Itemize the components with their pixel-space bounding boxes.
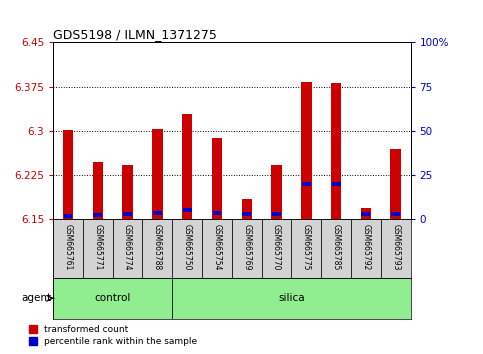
Bar — [271, 165, 282, 219]
Bar — [361, 208, 371, 219]
Text: GSM665769: GSM665769 — [242, 224, 251, 271]
Bar — [331, 82, 341, 219]
Bar — [232, 219, 262, 278]
Bar — [390, 149, 401, 219]
Legend: transformed count, percentile rank within the sample: transformed count, percentile rank withi… — [28, 325, 197, 346]
Bar — [213, 211, 221, 216]
Bar — [332, 182, 341, 186]
Bar — [183, 207, 192, 212]
Bar — [83, 219, 113, 278]
Bar — [291, 219, 321, 278]
Bar — [53, 219, 83, 278]
Bar — [351, 219, 381, 278]
Text: agent: agent — [22, 293, 52, 303]
Bar — [142, 219, 172, 278]
Bar — [262, 219, 291, 278]
Text: GDS5198 / ILMN_1371275: GDS5198 / ILMN_1371275 — [53, 28, 217, 41]
Text: GSM665788: GSM665788 — [153, 224, 162, 270]
Bar — [302, 182, 311, 186]
Bar — [153, 211, 162, 216]
Bar — [202, 219, 232, 278]
Bar — [53, 278, 172, 319]
Bar — [172, 219, 202, 278]
Bar — [212, 138, 222, 219]
Text: GSM665754: GSM665754 — [213, 224, 221, 271]
Bar — [64, 214, 72, 218]
Bar — [391, 212, 400, 216]
Bar — [172, 278, 411, 319]
Text: GSM665785: GSM665785 — [332, 224, 341, 270]
Bar — [272, 212, 281, 216]
Bar — [152, 129, 163, 219]
Bar — [242, 212, 251, 216]
Bar — [113, 219, 142, 278]
Text: GSM665793: GSM665793 — [391, 224, 400, 271]
Text: GSM665771: GSM665771 — [93, 224, 102, 270]
Text: GSM665792: GSM665792 — [361, 224, 370, 270]
Bar — [182, 114, 192, 219]
Text: GSM665750: GSM665750 — [183, 224, 192, 271]
Text: GSM665775: GSM665775 — [302, 224, 311, 271]
Text: control: control — [95, 293, 131, 303]
Bar — [361, 212, 370, 216]
Bar — [242, 199, 252, 219]
Text: GSM665761: GSM665761 — [64, 224, 72, 270]
Text: GSM665774: GSM665774 — [123, 224, 132, 271]
Bar — [301, 82, 312, 219]
Bar — [93, 213, 102, 217]
Bar — [381, 219, 411, 278]
Bar — [93, 162, 103, 219]
Bar — [321, 219, 351, 278]
Text: GSM665770: GSM665770 — [272, 224, 281, 271]
Bar — [122, 165, 133, 219]
Bar — [63, 130, 73, 219]
Bar — [123, 212, 132, 216]
Text: silica: silica — [278, 293, 305, 303]
